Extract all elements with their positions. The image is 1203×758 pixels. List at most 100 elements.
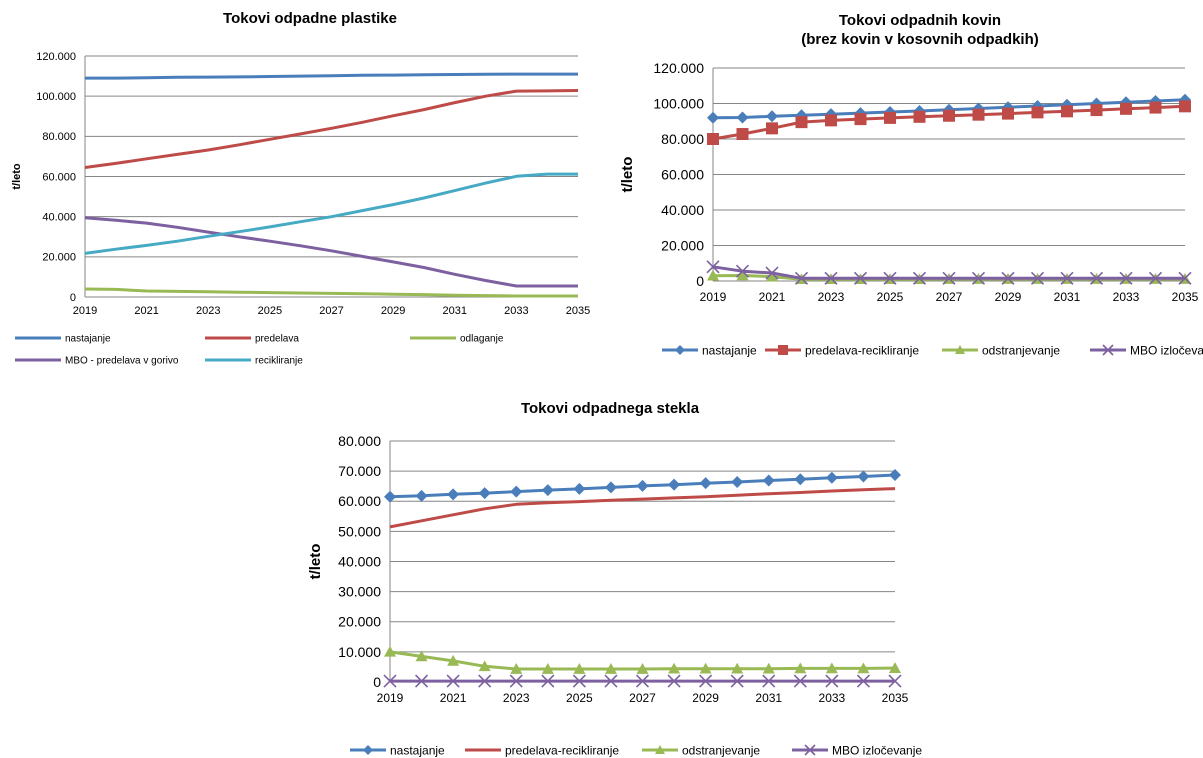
- data-point: [853, 271, 868, 285]
- series-line: [389, 487, 896, 529]
- data-point: [699, 477, 712, 490]
- y-tick-label: 20.000: [661, 237, 704, 253]
- x-tick-label: 2033: [819, 691, 846, 705]
- data-point: [943, 109, 955, 122]
- data-point: [604, 674, 618, 688]
- y-tick-label: 70.000: [338, 463, 381, 479]
- legend-item: odstranjevanje: [642, 743, 760, 757]
- data-point: [541, 674, 555, 688]
- data-point: [509, 674, 523, 688]
- legend-item: predelava-recikliranje: [465, 743, 619, 757]
- data-point: [795, 116, 808, 129]
- data-point: [825, 114, 837, 127]
- y-axis-label: t/leto: [619, 157, 636, 193]
- legend-item: MBO izločevanje: [1090, 343, 1203, 357]
- data-point: [1179, 100, 1191, 113]
- data-point: [1001, 271, 1015, 285]
- series-markers: [384, 469, 901, 503]
- x-tick-label: 2027: [936, 290, 963, 304]
- plot-area: 0 20.000 40.000 60.000 80.000 100.000 120.000 2…: [619, 60, 1203, 357]
- data-point: [889, 662, 901, 673]
- data-point: [699, 662, 712, 674]
- x-tick-label: 2029: [381, 305, 405, 317]
- data-point: [1031, 106, 1044, 119]
- y-tick-label: 20.000: [42, 252, 76, 264]
- y-tick-label: 0: [696, 273, 704, 289]
- y-tick-label: 40.000: [42, 212, 76, 224]
- x-tick-label: 2035: [566, 305, 590, 317]
- data-point: [706, 260, 720, 274]
- x-tick-label: 2023: [196, 305, 220, 317]
- y-tick-label: 30.000: [338, 584, 381, 600]
- x-tick-label: 2019: [377, 691, 404, 705]
- data-point: [955, 345, 965, 354]
- x-tick-label: 2025: [258, 305, 282, 317]
- series-markers: [384, 645, 901, 674]
- x-tick-label: 2029: [692, 691, 719, 705]
- data-point: [804, 744, 816, 756]
- x-tick-label: 2025: [877, 290, 904, 304]
- x-tick-label: 2023: [818, 290, 845, 304]
- chart-title: Tokovi odpadne plastike: [223, 10, 397, 27]
- legend-label: MBO izločevanje: [1130, 343, 1203, 357]
- data-point: [1102, 344, 1114, 356]
- legend-label: recikliranje: [255, 356, 303, 367]
- data-point: [414, 674, 429, 688]
- legend-item: nastajanje: [350, 743, 445, 757]
- legend-label: MBO izločevanje: [832, 743, 922, 757]
- plot-area: 0 10.000 20.000 30.000 40.000 50.000 60.000 70.…: [307, 433, 922, 757]
- chart-glass: Tokovi odpadnega stekla 0 10.000 20.000 30.…: [300, 390, 922, 758]
- x-tick-label: 2019: [73, 305, 97, 317]
- data-point: [1060, 271, 1074, 285]
- data-point: [384, 645, 396, 657]
- y-tick-label: 0: [373, 674, 381, 690]
- data-point: [668, 478, 681, 491]
- chart-metals: Tokovi odpadnih kovin (brez kovin v koso…: [600, 0, 1203, 380]
- series-markers: [707, 100, 1191, 145]
- data-point: [707, 133, 719, 145]
- y-tick-label: 60.000: [661, 166, 704, 182]
- data-point: [825, 662, 838, 674]
- data-point: [762, 662, 775, 674]
- legend-item: MBO - predelava v gorivo: [15, 356, 179, 367]
- series-line: [84, 216, 578, 288]
- y-tick-label: 40.000: [661, 202, 704, 218]
- data-point: [478, 674, 492, 688]
- data-point: [510, 485, 523, 498]
- data-point: [857, 470, 870, 483]
- data-point: [730, 674, 744, 688]
- x-tick-label: 2025: [566, 691, 593, 705]
- y-axis-label: t/leto: [11, 163, 23, 190]
- x-tick-label: 2021: [759, 290, 786, 304]
- y-tick-label: 120.000: [36, 51, 76, 63]
- x-tick-label: 2021: [440, 691, 467, 705]
- y-tick-label: 60.000: [42, 171, 76, 183]
- data-point: [824, 271, 838, 285]
- data-point: [707, 111, 719, 124]
- x-tick-label: 2027: [629, 691, 656, 705]
- data-point: [731, 475, 744, 488]
- data-point: [883, 271, 897, 285]
- data-point: [1089, 271, 1104, 285]
- data-point: [736, 269, 749, 281]
- series-line: [84, 172, 578, 255]
- y-tick-label: 100.000: [36, 91, 76, 103]
- data-point: [765, 266, 779, 280]
- legend-label: MBO - predelava v gorivo: [65, 356, 179, 367]
- data-point: [604, 663, 617, 674]
- series-line: [84, 287, 578, 298]
- data-point: [889, 469, 901, 482]
- x-tick-label: 2031: [1054, 290, 1081, 304]
- data-point: [384, 490, 396, 503]
- data-point: [778, 345, 788, 355]
- data-point: [762, 674, 776, 688]
- data-point: [655, 745, 665, 754]
- data-point: [825, 674, 839, 688]
- legend-item: odlaganje: [410, 334, 504, 345]
- data-point: [1030, 271, 1045, 285]
- chart-title: Tokovi odpadnih kovin (brez kovin v koso…: [801, 12, 1039, 48]
- series-markers: [706, 260, 1192, 285]
- data-point: [541, 663, 554, 674]
- y-tick-label: 80.000: [42, 131, 76, 143]
- data-point: [667, 674, 681, 688]
